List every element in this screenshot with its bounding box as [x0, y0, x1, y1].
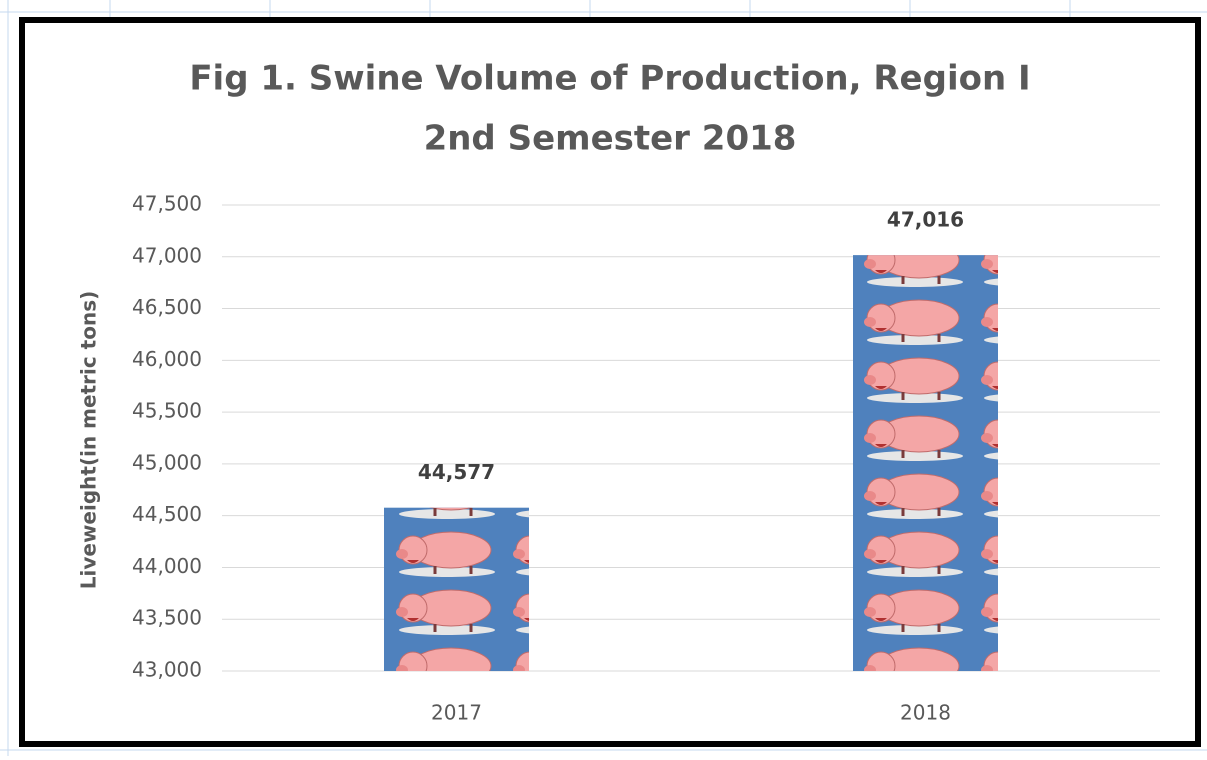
x-tick-label: 2017: [431, 701, 482, 725]
value-label: 44,577: [418, 460, 495, 484]
y-tick-label: 47,500: [132, 192, 202, 216]
y-tick-label: 46,500: [132, 295, 202, 319]
chart: Fig 1. Swine Volume of Production, Regio…: [0, 0, 1207, 756]
y-axis-label: Liveweight(in metric tons): [77, 291, 101, 590]
y-tick-label: 43,500: [132, 606, 202, 630]
y-tick-label: 47,000: [132, 243, 202, 267]
y-tick-label: 44,000: [132, 554, 202, 578]
bar-pictograph: [853, 255, 998, 671]
value-label: 47,016: [887, 208, 964, 232]
bar-pictograph: [384, 508, 529, 671]
x-tick-label: 2018: [900, 701, 951, 725]
y-tick-label: 44,500: [132, 502, 202, 526]
y-tick-label: 45,500: [132, 399, 202, 423]
y-tick-label: 46,000: [132, 347, 202, 371]
y-tick-label: 45,000: [132, 450, 202, 474]
chart-title: 2nd Semester 2018: [424, 119, 797, 159]
y-tick-label: 43,000: [132, 658, 202, 682]
chart-title: Fig 1. Swine Volume of Production, Regio…: [189, 59, 1030, 99]
